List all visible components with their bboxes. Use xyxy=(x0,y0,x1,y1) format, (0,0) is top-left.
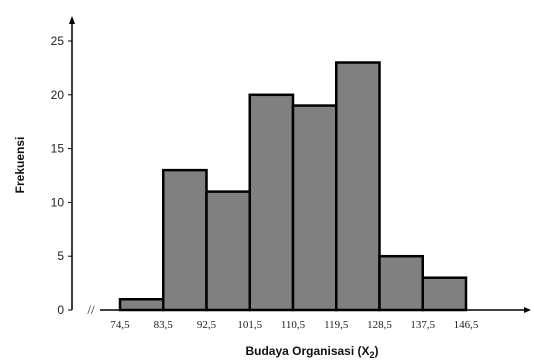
bars-group xyxy=(118,61,468,312)
y-tick-label-10: 10 xyxy=(51,195,65,209)
x-tick-label-1: 74,5 xyxy=(110,319,130,331)
y-ticks-group: 0 5 10 15 20 25 xyxy=(51,34,72,317)
x-tick-label-6: 119,5 xyxy=(324,319,349,331)
histogram-bar-1 xyxy=(118,297,165,312)
histogram-bar-7 xyxy=(378,254,424,312)
y-tick-label-20: 20 xyxy=(51,88,65,102)
histogram-bar-3 xyxy=(205,190,251,312)
y-tick-label-0: 0 xyxy=(57,303,64,317)
x-tick-label-2: 83,5 xyxy=(154,319,174,331)
x-axis-label-subscript: 2 xyxy=(370,350,375,360)
x-axis-label: Budaya Organisasi (X2) xyxy=(245,344,378,360)
axis-break-mark: // xyxy=(87,302,95,317)
histogram-bar-8 xyxy=(421,276,468,312)
x-tick-label-4: 101,5 xyxy=(237,319,262,331)
histogram-bar-6 xyxy=(335,61,381,312)
x-axis-label-close: ) xyxy=(375,344,379,358)
y-axis-label: Frekuensi xyxy=(13,137,27,194)
y-tick-label-25: 25 xyxy=(51,34,65,48)
y-axis-arrow-icon xyxy=(69,16,75,24)
y-tick-label-5: 5 xyxy=(57,249,64,263)
x-tick-label-3: 92,5 xyxy=(197,319,217,331)
histogram-bar-4 xyxy=(248,93,295,312)
histogram-bar-2 xyxy=(162,168,208,312)
axes-group: // xyxy=(69,16,531,317)
y-tick-label-15: 15 xyxy=(51,142,65,156)
x-tick-label-9: 146,5 xyxy=(454,319,479,331)
x-tick-label-5: 110,5 xyxy=(281,319,306,331)
histogram-bar-5 xyxy=(291,104,338,312)
x-tick-label-8: 137,5 xyxy=(410,319,435,331)
x-ticks-group: 74,5 83,5 92,5 101,5 110,5 119,5 128,5 137,5 146… xyxy=(110,319,479,331)
x-axis-arrow-icon xyxy=(524,307,531,313)
x-axis-label-main: Budaya Organisasi (X xyxy=(245,344,369,358)
x-tick-label-7: 128,5 xyxy=(367,319,392,331)
